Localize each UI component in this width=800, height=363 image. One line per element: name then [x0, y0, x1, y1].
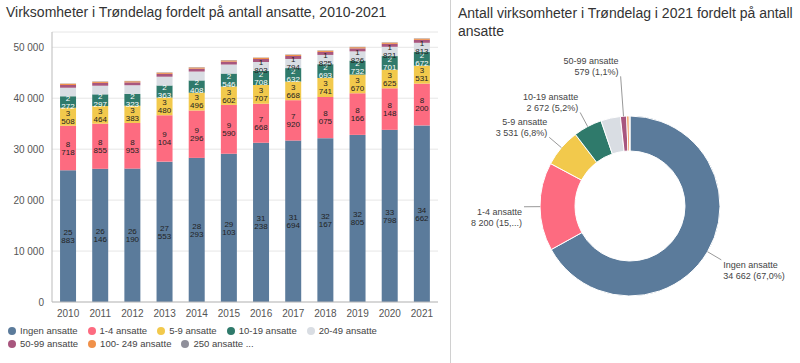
- svg-text:2546: 2546: [222, 72, 236, 89]
- svg-text:1826: 1826: [351, 48, 365, 65]
- svg-text:2011: 2011: [89, 308, 111, 319]
- svg-text:28293: 28293: [190, 222, 204, 239]
- svg-text:8 200 (15,...): 8 200 (15,...): [471, 218, 522, 228]
- svg-text:9590: 9590: [222, 121, 236, 138]
- svg-text:2017: 2017: [282, 308, 305, 319]
- svg-text:1821: 1821: [383, 43, 397, 60]
- svg-text:50 000: 50 000: [13, 42, 44, 53]
- svg-text:2272: 2272: [61, 94, 75, 111]
- svg-text:3668: 3668: [287, 83, 301, 100]
- svg-text:3480: 3480: [158, 98, 172, 115]
- svg-text:2012: 2012: [121, 308, 144, 319]
- svg-text:579 (1,1%): 579 (1,1%): [575, 67, 619, 77]
- svg-text:2019: 2019: [346, 308, 369, 319]
- svg-text:3707: 3707: [254, 86, 268, 103]
- svg-text:2013: 2013: [153, 308, 176, 319]
- svg-text:1803: 1803: [254, 58, 268, 75]
- svg-text:2018: 2018: [314, 308, 337, 319]
- svg-text:31694: 31694: [287, 213, 301, 230]
- svg-text:3 531 (6,8%): 3 531 (6,8%): [496, 128, 548, 138]
- svg-text:2021: 2021: [411, 308, 434, 319]
- svg-text:34662: 34662: [415, 206, 429, 223]
- svg-text:32167: 32167: [319, 212, 333, 229]
- svg-text:3625: 3625: [383, 71, 397, 88]
- svg-text:50-99 ansatte: 50-99 ansatte: [564, 56, 619, 66]
- svg-text:20 000: 20 000: [13, 195, 44, 206]
- svg-text:3464: 3464: [94, 107, 108, 124]
- svg-text:Ingen ansatte: Ingen ansatte: [723, 260, 778, 270]
- svg-text:26146: 26146: [94, 227, 108, 244]
- svg-text:2297: 2297: [94, 92, 108, 109]
- svg-text:2014: 2014: [186, 308, 209, 319]
- svg-text:32805: 32805: [351, 210, 365, 227]
- svg-text:2016: 2016: [250, 308, 273, 319]
- svg-text:1-4 ansatte: 1-4 ansatte: [477, 207, 522, 217]
- svg-text:33798: 33798: [383, 208, 397, 225]
- svg-text:2020: 2020: [379, 308, 402, 319]
- svg-text:3496: 3496: [190, 93, 204, 110]
- svg-text:8718: 8718: [61, 140, 75, 157]
- svg-text:3508: 3508: [61, 109, 75, 126]
- svg-text:10 000: 10 000: [13, 246, 44, 257]
- svg-text:3383: 3383: [126, 106, 140, 123]
- svg-text:27553: 27553: [158, 224, 172, 241]
- svg-text:34 662 (67,0%): 34 662 (67,0%): [723, 271, 785, 281]
- svg-text:0: 0: [38, 297, 44, 308]
- svg-text:2010: 2010: [57, 308, 80, 319]
- svg-text:1825: 1825: [319, 51, 333, 68]
- svg-text:25883: 25883: [61, 228, 75, 245]
- svg-text:8166: 8166: [351, 106, 365, 123]
- svg-text:3531: 3531: [415, 66, 429, 83]
- svg-text:1794: 1794: [287, 55, 301, 72]
- svg-text:26190: 26190: [126, 227, 140, 244]
- svg-text:40 000: 40 000: [13, 93, 44, 104]
- svg-text:5-9 ansatte: 5-9 ansatte: [502, 117, 547, 127]
- svg-text:8148: 8148: [383, 101, 397, 118]
- svg-text:8855: 8855: [94, 138, 108, 155]
- svg-text:3741: 3741: [319, 79, 333, 96]
- svg-text:2 672 (5,2%): 2 672 (5,2%): [527, 103, 579, 113]
- svg-text:7920: 7920: [287, 112, 301, 129]
- svg-text:2408: 2408: [190, 78, 204, 95]
- svg-text:1813: 1813: [415, 39, 429, 56]
- svg-text:10-19 ansatte: 10-19 ansatte: [523, 92, 578, 102]
- svg-text:3670: 3670: [351, 76, 365, 93]
- svg-text:2363: 2363: [158, 83, 172, 100]
- svg-text:9104: 9104: [158, 130, 172, 147]
- svg-text:8953: 8953: [126, 138, 140, 155]
- svg-text:9296: 9296: [190, 126, 204, 143]
- svg-text:8075: 8075: [319, 109, 333, 126]
- svg-text:7668: 7668: [254, 115, 268, 132]
- svg-text:31238: 31238: [254, 214, 268, 231]
- svg-text:29103: 29103: [222, 220, 236, 237]
- svg-text:30 000: 30 000: [13, 144, 44, 155]
- svg-text:8200: 8200: [415, 96, 429, 113]
- svg-text:2015: 2015: [218, 308, 241, 319]
- svg-text:2323: 2323: [126, 92, 140, 109]
- svg-text:3602: 3602: [222, 88, 236, 105]
